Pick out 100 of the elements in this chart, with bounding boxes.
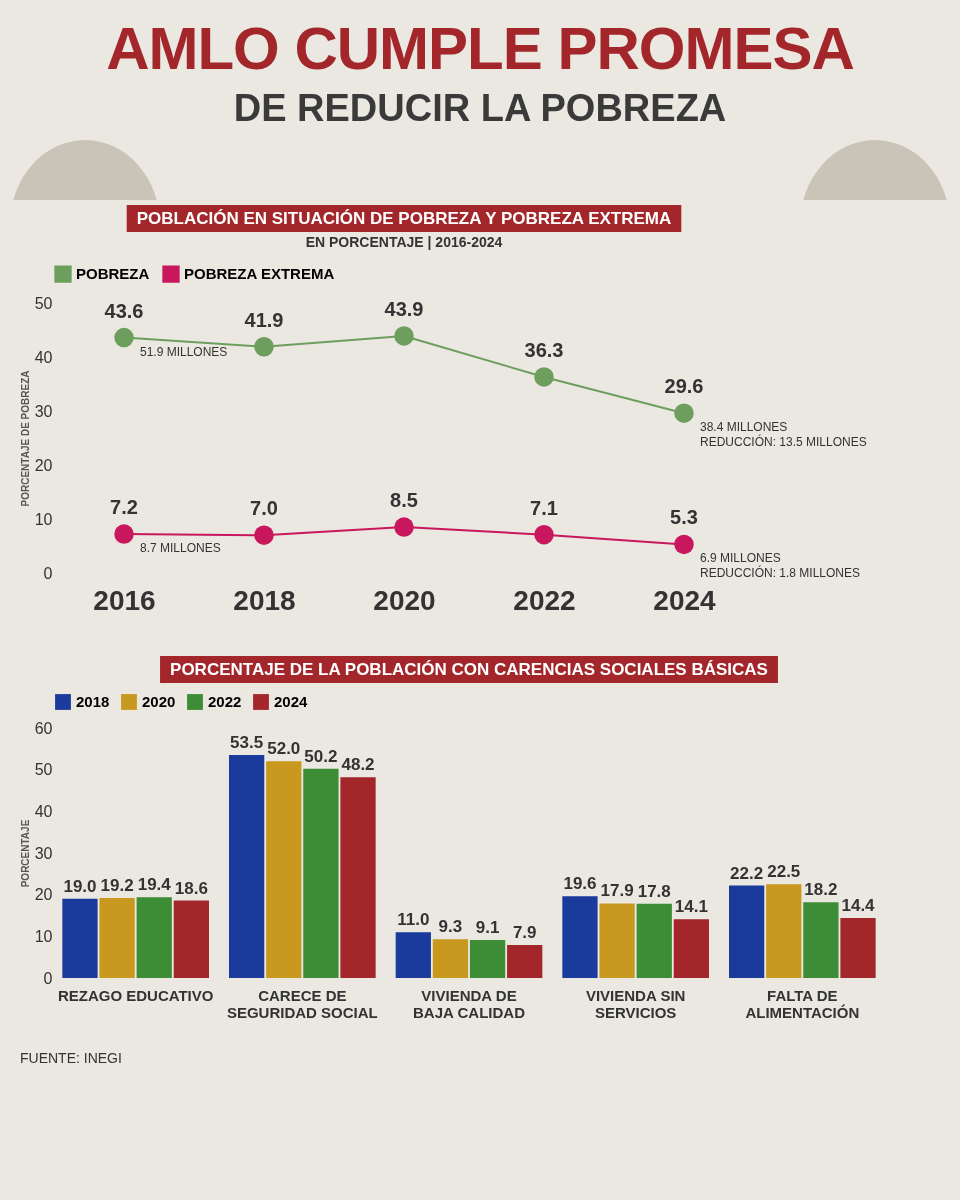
annotation: REDUCCIÓN: 13.5 MILLONES — [700, 434, 867, 450]
y-tick-label: 30 — [34, 402, 53, 420]
data-label: 22.2 — [730, 863, 764, 883]
y-axis-title: PORCENTAJE DE POBREZA — [19, 370, 31, 507]
data-label: 8.5 — [390, 489, 418, 512]
data-label: 14.4 — [841, 896, 876, 915]
bar — [599, 903, 635, 978]
bar — [432, 939, 469, 978]
bar — [340, 777, 376, 978]
point — [254, 525, 274, 545]
data-label: 7.1 — [530, 496, 558, 519]
point — [674, 534, 694, 555]
y-tick-label: 50 — [34, 294, 53, 312]
y-tick-label: 10 — [34, 927, 53, 945]
legend-label: 2020 — [142, 693, 176, 710]
bar — [229, 755, 265, 978]
bar — [840, 918, 876, 978]
point — [394, 326, 414, 346]
y-tick-label: 40 — [34, 348, 53, 366]
data-label: 43.6 — [104, 299, 144, 322]
data-label: 29.6 — [664, 375, 704, 398]
data-label: 5.3 — [670, 506, 698, 529]
data-label: 48.2 — [341, 755, 375, 775]
data-label: 43.9 — [384, 297, 424, 320]
data-label: 19.4 — [137, 875, 172, 895]
data-label: 52.0 — [267, 739, 301, 759]
bar — [303, 768, 339, 978]
x-tick-label: FALTA DE ALIMENTACIÓN — [745, 986, 860, 1021]
annotation: 6.9 MILLONES — [700, 551, 781, 566]
x-tick-label: 2020 — [373, 584, 436, 616]
data-label: 50.2 — [304, 746, 338, 766]
bar — [636, 903, 672, 978]
x-tick-label: 2016 — [93, 584, 156, 616]
y-tick-label: 60 — [34, 719, 53, 737]
bar — [395, 932, 431, 978]
y-axis-title: PORCENTAJE — [19, 819, 31, 888]
data-label: 36.3 — [524, 338, 564, 361]
data-label: 41.9 — [244, 308, 284, 331]
y-tick-label: 40 — [34, 802, 53, 820]
bar — [766, 884, 802, 978]
y-tick-label: 10 — [34, 510, 53, 528]
data-label: 53.5 — [230, 733, 264, 753]
data-label: 17.8 — [637, 881, 671, 901]
point — [114, 327, 134, 348]
bar — [803, 902, 839, 978]
bar — [729, 885, 765, 978]
legend-label: 2022 — [208, 693, 242, 710]
point — [254, 337, 274, 357]
bar — [507, 945, 543, 978]
y-tick-label: 20 — [34, 456, 53, 474]
data-label: 11.0 — [397, 910, 430, 930]
data-label: 19.0 — [63, 876, 97, 896]
point — [394, 517, 414, 537]
chart-title: PORCENTAJE DE LA POBLACIÓN CON CARENCIAS SOCIALES BÁSICAS — [170, 660, 768, 679]
bar — [173, 900, 209, 978]
y-tick-label: 20 — [34, 886, 53, 904]
data-label: 18.2 — [804, 880, 838, 900]
annotation: 8.7 MILLONES — [140, 541, 221, 556]
bar — [562, 896, 598, 978]
bar — [62, 898, 98, 978]
y-tick-label: 0 — [43, 564, 53, 582]
text: DE REDUCIR LA POBREZA — [232, 87, 728, 130]
bar — [673, 919, 709, 978]
data-label: 7.2 — [110, 496, 138, 519]
x-tick-label: 2018 — [233, 584, 296, 616]
x-tick-label: VIVIENDA DE BAJA CALIDAD — [413, 986, 526, 1021]
x-tick-label: VIVIENDA SIN SERVICIOS — [585, 986, 686, 1021]
point — [114, 524, 134, 544]
data-label: 9.1 — [475, 918, 500, 938]
bar — [136, 897, 172, 978]
y-tick-label: 30 — [34, 844, 53, 862]
data-label: 19.6 — [563, 874, 597, 894]
chart-title: POBLACIÓN EN SITUACIÓN DE POBREZA Y POBREZA EXTREMA — [136, 209, 672, 228]
chart-subtitle: EN PORCENTAJE | 2016-2024 — [305, 234, 503, 250]
annotation: 51.9 MILLONES — [140, 344, 228, 359]
data-label: 18.6 — [174, 878, 208, 898]
x-tick-label: 2022 — [513, 584, 576, 616]
data-label: 17.9 — [600, 881, 634, 901]
x-tick-label: 2024 — [653, 584, 717, 616]
legend-label: 2018 — [76, 693, 110, 710]
point — [674, 403, 694, 423]
annotation: REDUCCIÓN: 1.8 MILLONES — [700, 565, 861, 581]
text: AMLO CUMPLE PROMESA — [105, 14, 855, 83]
bar — [266, 761, 302, 978]
data-label: 7.9 — [512, 923, 537, 943]
x-tick-label: CARECE DE SEGURIDAD SOCIAL — [226, 986, 378, 1021]
legend-label: POBREZA — [76, 265, 150, 283]
y-tick-label: 0 — [43, 969, 53, 987]
x-tick-label: REZAGO EDUCATIVO — [57, 986, 214, 1004]
data-label: 22.5 — [767, 862, 801, 882]
annotation: 38.4 MILLONES — [700, 420, 788, 435]
data-label: 14.1 — [674, 897, 708, 917]
data-label: 7.0 — [250, 497, 278, 520]
bar — [469, 940, 506, 978]
point — [534, 367, 554, 387]
source-note: FUENTE: INEGI — [19, 1049, 123, 1068]
legend-label: 2024 — [274, 693, 309, 710]
point — [534, 524, 554, 545]
bar — [99, 898, 135, 978]
y-tick-label: 50 — [34, 761, 53, 779]
